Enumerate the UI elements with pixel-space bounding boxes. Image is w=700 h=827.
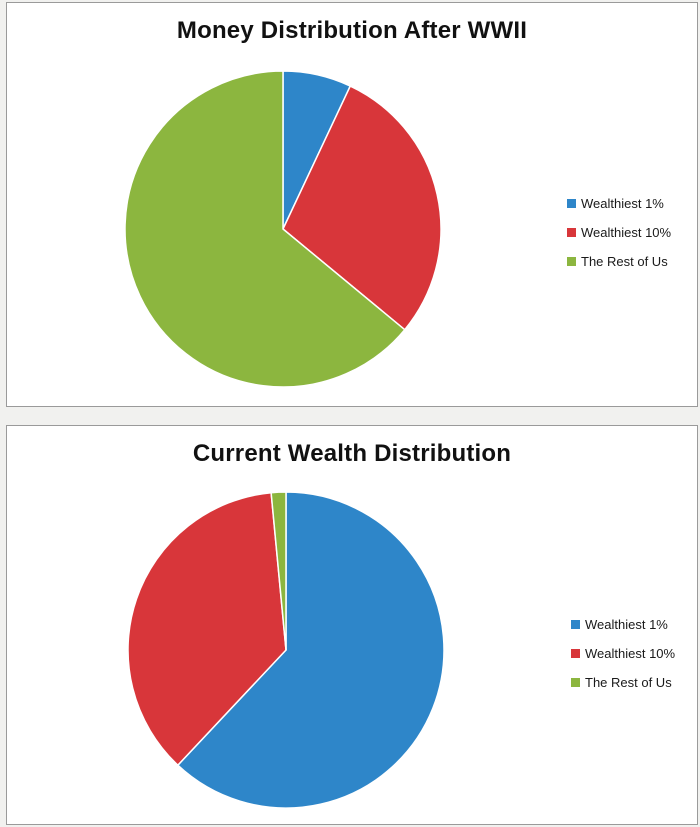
legend-label: Wealthiest 10% [585, 646, 676, 661]
legend: Wealthiest 1% Wealthiest 10% The Rest of… [571, 610, 675, 697]
chart-title: Money Distribution After WWII [176, 17, 528, 44]
legend-swatch [567, 199, 576, 208]
legend-item: Wealthiest 1% [567, 189, 671, 218]
legend-item: Wealthiest 10% [571, 639, 675, 668]
chart-title: Current Wealth Distribution [192, 440, 512, 467]
legend-item: Wealthiest 1% [571, 610, 675, 639]
pie-slice-2 [127, 491, 287, 767]
legend: Wealthiest 1% Wealthiest 10% The Rest of… [567, 189, 671, 276]
legend-label: Wealthiest 1% [585, 617, 668, 632]
legend-swatch [571, 620, 580, 629]
legend-item: Wealthiest 10% [567, 218, 671, 247]
chart-panel-after-wwii: Money Distribution After WWII Wealthiest… [6, 2, 698, 407]
legend-swatch [567, 228, 576, 237]
legend-swatch [571, 649, 580, 658]
legend-label: Wealthiest 10% [581, 225, 672, 240]
pie-slice-1 [176, 491, 445, 809]
legend-label: Wealthiest 1% [581, 196, 664, 211]
chart-panel-current: Current Wealth Distribution Wealthiest 1… [6, 425, 698, 825]
pie-chart-after-wwii [124, 70, 442, 388]
pie-slice-2 [282, 85, 442, 331]
pie-slice-3 [270, 491, 287, 651]
legend-label: The Rest of Us [585, 675, 672, 690]
legend-swatch [567, 257, 576, 266]
legend-label: The Rest of Us [581, 254, 668, 269]
legend-item: The Rest of Us [571, 668, 675, 697]
legend-item: The Rest of Us [567, 247, 671, 276]
pie-slice-3 [124, 70, 406, 388]
pie-chart-current [127, 491, 445, 809]
legend-swatch [571, 678, 580, 687]
